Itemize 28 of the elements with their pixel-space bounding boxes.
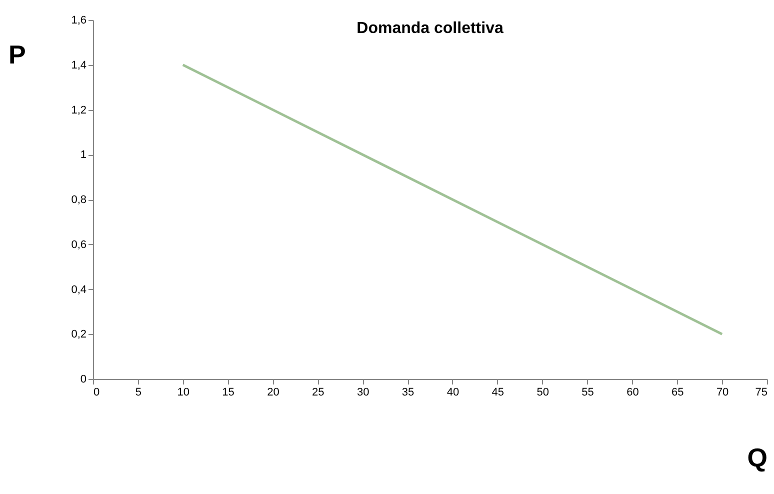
x-tick-label: 15	[222, 386, 234, 398]
y-tick-label: 1,6	[71, 14, 86, 26]
x-tick-label: 20	[267, 386, 280, 398]
chart-title: Domanda collettiva	[356, 20, 504, 37]
x-tick-label: 10	[177, 386, 190, 398]
x-tick-label: 5	[135, 386, 142, 398]
y-tick-label: 0	[80, 374, 86, 386]
y-tick-label: 0,6	[71, 238, 86, 251]
x-tick-label: 70	[716, 386, 729, 398]
y-tick-label: 0,4	[71, 284, 86, 296]
x-tick-label: 30	[356, 386, 370, 398]
y-tick-label: 0,2	[71, 328, 86, 341]
x-tick-label: 25	[312, 386, 324, 398]
x-tick-label: 60	[626, 386, 639, 398]
y-tick-label: 1	[80, 149, 86, 162]
y-tick-label: 1,4	[71, 59, 86, 72]
y-tick-label: 1,2	[71, 104, 86, 116]
x-tick-label: 35	[402, 386, 414, 398]
x-tick-label: 50	[536, 386, 549, 398]
x-tick-label: 75	[755, 386, 768, 398]
y-tick-label: 0,8	[71, 194, 86, 206]
x-tick-label: 40	[446, 386, 460, 398]
x-tick-label: 45	[492, 386, 504, 398]
x-tick-label: 0	[94, 386, 100, 398]
x-tick-label: 55	[582, 386, 594, 398]
y-axis-title: P	[8, 40, 26, 70]
x-tick-label: 65	[672, 386, 684, 398]
x-axis-title: Q	[747, 442, 768, 472]
